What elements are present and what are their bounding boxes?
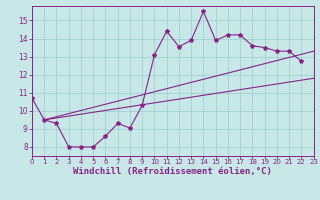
X-axis label: Windchill (Refroidissement éolien,°C): Windchill (Refroidissement éolien,°C) <box>73 167 272 176</box>
